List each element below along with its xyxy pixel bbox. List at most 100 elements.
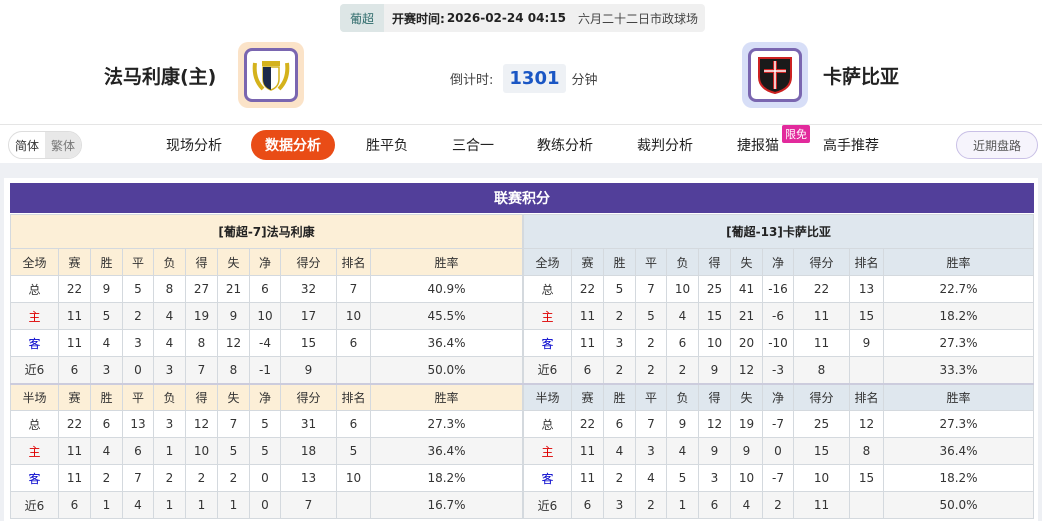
tab-expert-picks[interactable]: 高手推荐 (823, 138, 879, 154)
column-header: 负 (153, 248, 186, 276)
table-cell: 5 (249, 437, 281, 465)
table-cell: 1 (153, 491, 186, 519)
table-cell: 15 (280, 329, 337, 357)
table-cell: 7 (336, 275, 371, 303)
table-cell: 2 (153, 464, 186, 492)
column-header: 排名 (336, 382, 371, 411)
table-cell: 2 (666, 356, 699, 384)
table-cell: 1 (666, 491, 699, 519)
table-cell: 5 (90, 302, 123, 330)
row-label: 主 (523, 302, 572, 330)
table-cell: 2 (603, 464, 636, 492)
column-header: 得 (698, 248, 731, 276)
table-cell: 9 (698, 437, 731, 465)
away-standings-table: [葡超-13]卡萨比亚 全场赛胜平负得失净得分 排名 胜率总 22 5 7 10 25 41 -16… (523, 214, 1034, 519)
home-team-header: [葡超-7]法马利康 (10, 214, 523, 249)
column-header: 净 (762, 248, 794, 276)
table-cell: 41 (730, 275, 763, 303)
tab-data-analysis[interactable]: 数据分析 (251, 130, 335, 160)
table-cell: 7 (635, 410, 667, 438)
divider (0, 124, 1042, 125)
table-cell: 0 (249, 464, 281, 492)
table-cell: 45.5% (370, 302, 523, 330)
table-cell: 20 (730, 329, 763, 357)
column-header: 半场 (523, 382, 572, 411)
table-cell: 2 (90, 464, 123, 492)
table-cell: 15 (849, 464, 884, 492)
table-cell: 3 (153, 410, 186, 438)
table-cell (336, 491, 371, 519)
table-cell: 32 (280, 275, 337, 303)
table-row: 客 11 2 4 5 3 10 -7 10 15 18.2% (523, 464, 1034, 492)
table-cell: 6 (58, 356, 91, 384)
home-team-name[interactable]: 法马利康(主) (104, 66, 217, 88)
table-cell: 6 (571, 491, 604, 519)
away-team-logo[interactable] (742, 42, 808, 108)
table-cell: -7 (762, 464, 794, 492)
table-row: 客 11 4 3 4 8 12 -4 15 6 36.4% (10, 329, 523, 357)
language-toggle[interactable]: 简体 繁体 (8, 131, 83, 159)
table-cell: 3 (635, 437, 667, 465)
table-cell: 7 (635, 275, 667, 303)
tab-live-analysis[interactable]: 现场分析 (166, 138, 222, 154)
recent-odds-button[interactable]: 近期盘路 (956, 131, 1038, 159)
table-cell: 11 (571, 329, 604, 357)
column-header: 胜率 (883, 382, 1034, 411)
column-header: 得 (698, 382, 731, 411)
column-header: 得分 (793, 382, 850, 411)
table-cell: 4 (122, 491, 154, 519)
table-cell: 22.7% (883, 275, 1034, 303)
table-row: 近6 6 1 4 1 1 1 0 7 16.7% (10, 491, 523, 519)
column-header: 净 (249, 248, 281, 276)
row-label: 主 (523, 437, 572, 465)
lang-traditional[interactable]: 繁体 (45, 132, 82, 158)
table-cell: -16 (762, 275, 794, 303)
column-header: 得分 (280, 382, 337, 411)
famalicao-crest-icon (252, 61, 290, 91)
countdown-label: 倒计时: (450, 73, 494, 88)
column-header: 赛 (58, 248, 91, 276)
column-header: 得分 (793, 248, 850, 276)
table-cell: 6 (58, 491, 91, 519)
table-cell: 16.7% (370, 491, 523, 519)
table-cell: 1 (217, 491, 250, 519)
table-cell: 12 (698, 410, 731, 438)
table-cell: 36.4% (883, 437, 1034, 465)
half-header-row: 半场赛胜平负得失净得分 排名 胜率 (523, 382, 1034, 411)
table-cell: 6 (698, 491, 731, 519)
table-row: 主 11 4 6 1 10 5 5 18 5 36.4% (10, 437, 523, 465)
table-row: 总 22 9 5 8 27 21 6 32 7 40.9% (10, 275, 523, 303)
table-cell: 2 (217, 464, 250, 492)
tab-referee-analysis[interactable]: 裁判分析 (637, 138, 693, 154)
table-cell: 9 (90, 275, 123, 303)
tab-coach-analysis[interactable]: 教练分析 (537, 138, 593, 154)
table-cell: 5 (666, 464, 699, 492)
table-cell: 4 (730, 491, 763, 519)
tab-jiebaomao[interactable]: 捷报猫 (737, 138, 779, 154)
column-header: 胜 (90, 382, 123, 411)
table-cell: -6 (762, 302, 794, 330)
kickoff-label: 开赛时间: (392, 11, 445, 26)
lang-simplified[interactable]: 简体 (15, 138, 40, 153)
column-header: 平 (122, 382, 154, 411)
tab-win-draw-loss[interactable]: 胜平负 (366, 138, 408, 154)
table-cell: 2 (635, 491, 667, 519)
row-label: 近6 (10, 491, 59, 519)
table-cell: 4 (666, 302, 699, 330)
table-cell: 27.3% (883, 410, 1034, 438)
table-cell: 5 (122, 275, 154, 303)
table-cell: -4 (249, 329, 281, 357)
table-row: 近6 6 3 2 1 6 4 2 11 50.0% (523, 491, 1034, 519)
table-cell: 18.2% (370, 464, 523, 492)
league-badge[interactable]: 葡超 (340, 4, 385, 32)
column-header: 平 (635, 382, 667, 411)
away-team-name[interactable]: 卡萨比亚 (823, 66, 900, 88)
table-cell: 9 (217, 302, 250, 330)
home-team-logo[interactable] (238, 42, 304, 108)
tab-three-in-one[interactable]: 三合一 (452, 138, 494, 154)
table-cell: 8 (849, 437, 884, 465)
table-cell: 27 (185, 275, 218, 303)
countdown-value: 1301 (503, 64, 566, 93)
table-cell: 5 (635, 302, 667, 330)
table-cell: 9 (849, 329, 884, 357)
